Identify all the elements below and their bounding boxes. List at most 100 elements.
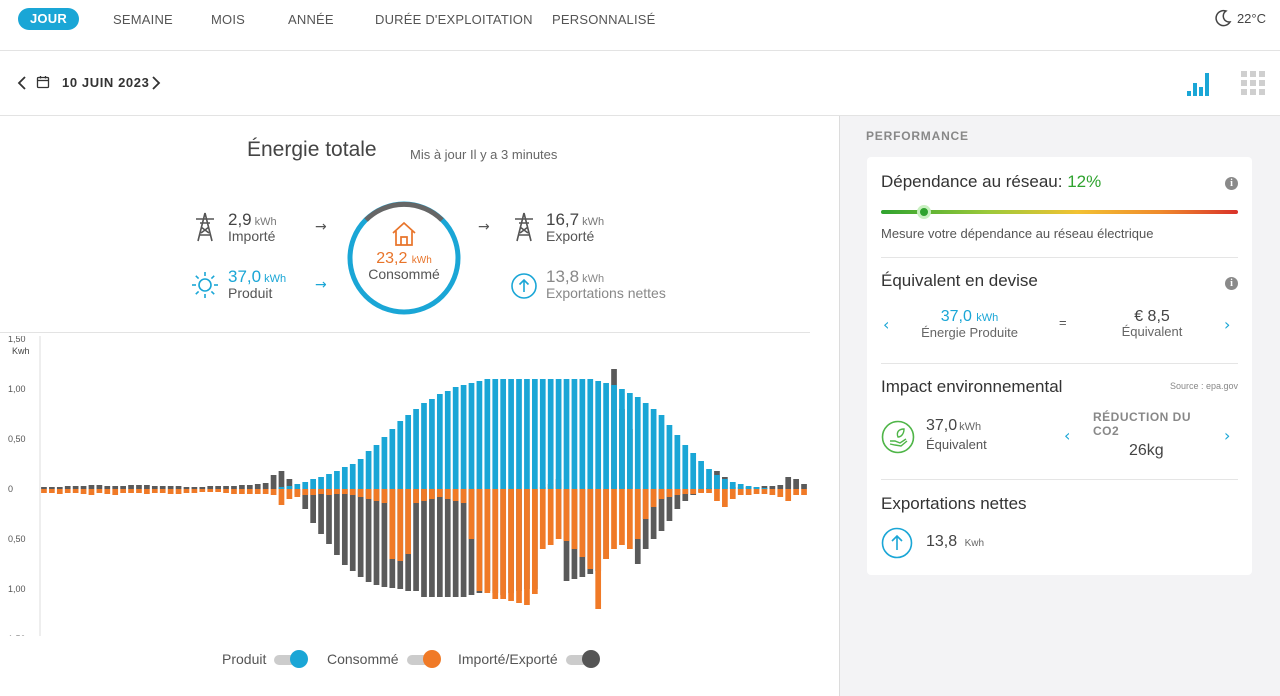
bar-chart-view-icon[interactable] [1186, 69, 1212, 97]
import-export-bar [421, 489, 427, 597]
produced-bar [619, 389, 625, 489]
produced-bar [468, 383, 475, 489]
legend-produced-toggle[interactable] [274, 650, 309, 668]
import-export-bar [175, 486, 182, 489]
tab-mois[interactable]: MOIS [211, 12, 246, 27]
produced-bar [690, 453, 697, 489]
tab-annee[interactable]: ANNÉE [288, 12, 334, 27]
consumed-bar [183, 489, 190, 493]
produced-bar [650, 409, 657, 489]
produced-bar [357, 459, 364, 489]
import-export-bar [334, 489, 340, 555]
consumed-bar [516, 489, 522, 603]
net-exports-metric: 13,8 kWh Exportations nettes [546, 267, 666, 301]
produced-bar [745, 486, 752, 489]
produced-label: Produit [228, 285, 273, 301]
produced-bar [642, 403, 649, 489]
info-icon[interactable]: i [1225, 177, 1238, 190]
produced-bar [714, 475, 720, 489]
chevron-right-icon[interactable] [150, 73, 162, 93]
consumed-bar [603, 489, 609, 559]
consumed-bar [278, 489, 285, 505]
produced-bar [421, 403, 427, 489]
consumed-bar [207, 489, 214, 492]
consumed-bar [547, 489, 554, 545]
import-export-bar [120, 486, 126, 489]
consumed-bar [341, 489, 348, 494]
consumed-bar [389, 489, 396, 559]
consumed-bar [144, 489, 150, 494]
produced-bar [555, 379, 562, 489]
current-date[interactable]: 10 JUIN 2023 [62, 75, 150, 90]
chevron-left-icon[interactable]: ‹ [1064, 426, 1071, 445]
currency-energy-unit: kWh [976, 312, 999, 324]
import-export-bar [452, 489, 459, 597]
currency-money-value: € 8,5 [1134, 308, 1170, 325]
tab-personnalise[interactable]: PERSONNALISÉ [552, 12, 656, 27]
import-export-bar [658, 489, 665, 531]
performance-card: Dépendance au réseau: 12% i Mesure votre… [867, 157, 1252, 575]
separator [881, 257, 1238, 258]
consumed-bar [500, 489, 507, 599]
house-icon [392, 221, 416, 246]
produced-bar [737, 484, 744, 489]
import-export-bar [682, 489, 689, 501]
produced-unit: kWh [264, 273, 287, 285]
import-export-bar [381, 489, 388, 587]
y-tick-label: 0,50 [8, 434, 26, 444]
consumed-bar [579, 489, 586, 557]
consumed-bar [262, 489, 269, 494]
consumed-bar [112, 489, 119, 495]
consumed-bar [405, 489, 412, 554]
produced-bar [476, 381, 483, 489]
produced-bar [389, 429, 396, 489]
chevron-right-icon[interactable]: › [1224, 315, 1231, 334]
arrow-right-icon: → [315, 277, 327, 293]
consumed-bar [714, 489, 720, 501]
produced-bar [563, 379, 570, 489]
tab-semaine[interactable]: SEMAINE [113, 12, 173, 27]
leaf-hand-icon [881, 420, 915, 454]
import-export-bar [223, 486, 229, 489]
consumption-ring [347, 201, 461, 315]
consumed-bar [777, 489, 784, 497]
chevron-left-icon[interactable] [16, 73, 28, 93]
consumed-bar [381, 489, 388, 503]
consumed-bar [56, 489, 63, 494]
currency-energy-value: 37,0 [940, 308, 972, 325]
legend-import-export-toggle[interactable] [565, 650, 600, 668]
produced-bar [318, 477, 324, 489]
consumed-bar [611, 489, 617, 549]
tab-jour[interactable]: JOUR [18, 8, 79, 30]
consumed-bar [769, 489, 776, 495]
import-export-bar [262, 483, 269, 489]
produced-bar [658, 415, 665, 489]
tab-duree-exploitation[interactable]: DURÉE D'EXPLOITATION [375, 12, 533, 27]
produced-value: 37,0 [228, 267, 262, 286]
grid-view-icon[interactable] [1240, 69, 1266, 97]
import-export-bar [326, 489, 332, 544]
chevron-right-icon[interactable]: › [1224, 426, 1231, 445]
environment-source[interactable]: Source : epa.gov [1169, 381, 1238, 391]
produced-bar [484, 379, 491, 489]
consumed-bar [326, 489, 332, 495]
import-export-bar [215, 486, 221, 489]
import-export-bar [231, 486, 237, 489]
legend-consumed-toggle[interactable] [406, 650, 441, 668]
consumed-bar [96, 489, 103, 493]
consumed-bar [421, 489, 427, 501]
temperature: 22°C [1236, 10, 1266, 26]
consumed-bar [334, 489, 340, 494]
performance-title: PERFORMANCE [866, 129, 969, 143]
consumed-bar [72, 489, 79, 493]
info-icon[interactable]: i [1225, 277, 1238, 290]
consumed-bar [563, 489, 570, 541]
currency-money: € 8,5 Équivalent [1107, 308, 1197, 339]
consumed-bar [722, 489, 728, 507]
y-tick-label: 1,00 [8, 384, 26, 394]
calendar-icon[interactable] [36, 75, 50, 89]
import-export-bar [239, 485, 245, 489]
chevron-left-icon[interactable]: ‹ [883, 315, 890, 334]
consumed-metric: 23,2 kWh Consommé [346, 250, 462, 282]
consumed-bar [254, 489, 261, 494]
